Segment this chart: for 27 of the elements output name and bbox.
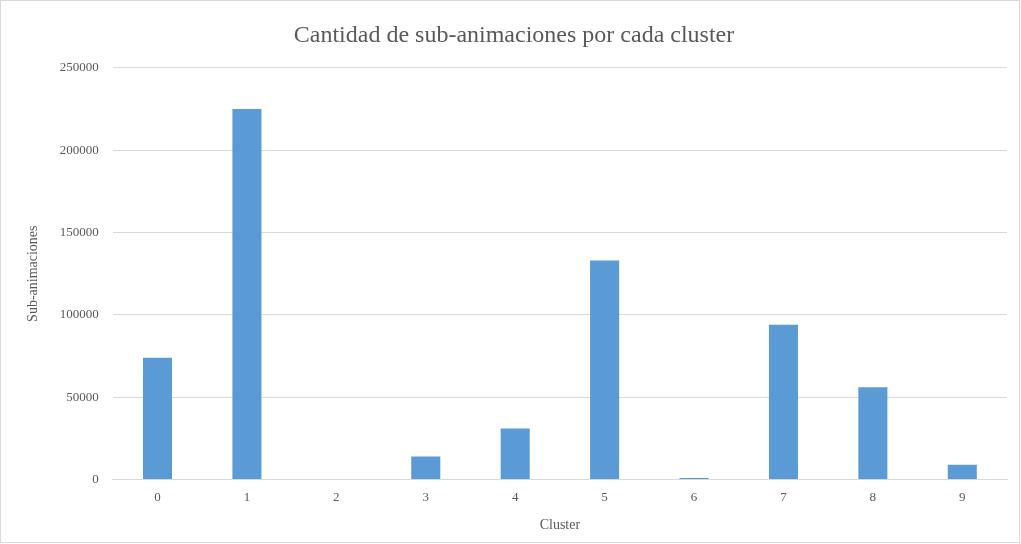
y-tick-label: 50000 — [66, 388, 99, 404]
y-axis-title: Sub-animaciones — [25, 225, 41, 322]
y-tick-label: 250000 — [59, 59, 99, 75]
x-axis-title: Cluster — [539, 517, 581, 533]
y-tick-label: 200000 — [59, 141, 99, 157]
x-tick-label: 8 — [869, 488, 877, 504]
x-tick-label: 7 — [780, 488, 788, 504]
x-tick-label: 4 — [511, 488, 519, 504]
bar — [947, 464, 977, 480]
chart-title: Cantidad de sub-animaciones por cada cluster — [293, 20, 735, 47]
bar — [858, 387, 888, 480]
y-tick-label: 150000 — [59, 223, 99, 239]
bar — [411, 456, 441, 480]
x-tick-label: 9 — [959, 488, 966, 504]
x-tick-label: 3 — [422, 488, 430, 504]
x-tick-label: 6 — [690, 488, 698, 504]
bar — [768, 324, 798, 480]
x-tick-label: 5 — [601, 488, 608, 504]
x-tick-label: 0 — [154, 488, 161, 504]
x-tick-label: 1 — [243, 488, 251, 504]
y-tick-label: 0 — [92, 471, 99, 487]
bar — [142, 357, 173, 480]
x-tick-label: 2 — [333, 488, 340, 504]
y-tick-label: 100000 — [59, 306, 99, 322]
bar — [590, 260, 620, 480]
bar — [500, 428, 530, 480]
bar — [232, 108, 262, 480]
